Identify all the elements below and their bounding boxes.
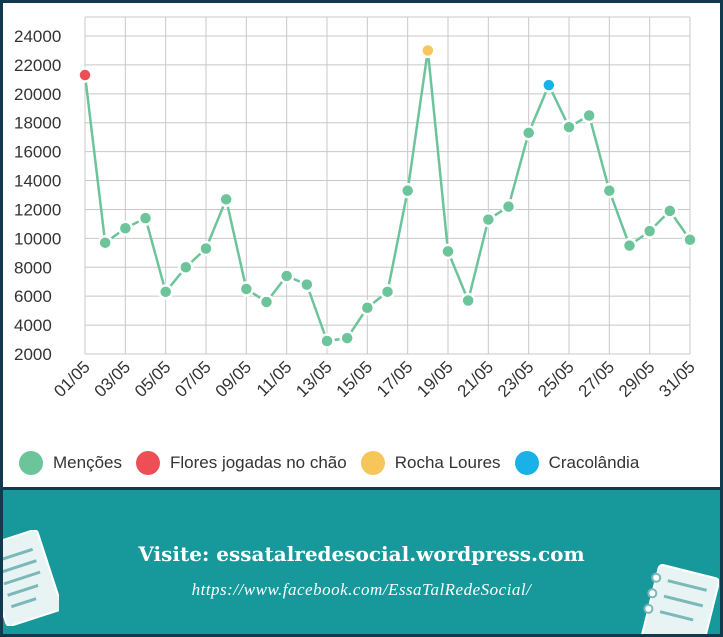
data-point [460,292,476,309]
y-tick-label: 24000 [14,27,61,46]
x-tick-label: 21/05 [454,357,498,401]
y-tick-label: 14000 [14,172,61,191]
footer-banner: Visite: essatalredesocial.wordpress.com … [3,487,720,634]
data-point [662,203,678,219]
data-point [500,198,517,215]
legend-dot-mencoes [19,451,43,475]
highlight-point [77,67,93,83]
data-point [258,294,275,310]
legend-label-cracolandia: Cracolândia [548,453,640,472]
y-tick-label: 2000 [14,345,52,364]
x-tick-label: 03/05 [91,357,135,401]
data-point [157,284,174,300]
x-tick-label: 29/05 [615,357,659,401]
data-point [278,268,295,284]
data-point [399,182,416,199]
data-point [581,107,597,124]
x-tick-label: 19/05 [413,357,457,401]
y-tick-label: 4000 [14,316,52,335]
x-tick-label: 27/05 [575,357,619,401]
x-tick-label: 17/05 [373,357,417,401]
line-chart: 2000 4000 6000 8000 10000 12000 14000 16000 1800… [14,16,699,401]
data-point [601,182,618,199]
chart-panel: 2000 4000 6000 8000 10000 12000 14000 16000 1800… [3,3,720,486]
data-point [137,210,154,226]
data-point [178,259,194,276]
highlight-point [541,77,557,93]
y-tick-label: 12000 [14,200,61,219]
data-point [218,191,234,208]
footer-visit-text[interactable]: Visite: essatalredesocial.wordpress.com [138,542,585,566]
highlight-point [420,42,436,59]
legend-dot-cracolandia [514,451,539,475]
data-point [621,237,638,254]
data-point [117,220,134,236]
x-tick-label: 23/05 [494,357,538,401]
data-point [641,223,658,239]
y-tick-label: 6000 [14,287,52,306]
data-point [480,211,497,228]
y-tick-label: 16000 [14,143,61,162]
x-tick-label: 07/05 [171,357,215,401]
data-point [319,333,335,349]
legend-label-rocha-loures: Rocha Loures [394,453,501,472]
data-point [440,243,456,260]
data-point [561,119,577,135]
legend-item-mencoes: Menções [19,451,122,475]
legend-dot-rocha-loures [360,451,385,475]
x-tick-label: 05/05 [131,357,175,401]
y-tick-label: 8000 [14,258,52,277]
data-point [238,281,255,297]
document-icon-left [3,530,59,626]
data-point [97,234,113,251]
data-point [198,240,214,257]
x-tick-label: 15/05 [333,357,377,401]
y-tick-label: 20000 [14,85,61,104]
legend-item-flores: Flores jogadas no chão [135,451,347,475]
data-point [299,276,315,293]
x-tick-label: 01/05 [50,357,94,401]
legend-label-flores: Flores jogadas no chão [169,453,347,472]
y-tick-label: 18000 [14,114,61,133]
legend-item-rocha-loures: Rocha Loures [360,451,501,475]
chart-legend: Menções Flores jogadas no chão Rocha Lou… [19,449,653,477]
legend-item-cracolandia: Cracolândia [514,451,640,475]
footer-facebook-link[interactable]: https://www.facebook.com/EssaTalRedeSoci… [191,580,532,599]
x-tick-label: 25/05 [534,357,578,401]
legend-label-mencoes: Menções [53,453,122,472]
data-point [379,284,396,300]
y-tick-label: 22000 [14,56,61,75]
data-point [682,232,698,248]
y-tick-label: 10000 [14,229,61,248]
notepad-icon-right [640,564,719,634]
x-tick-label: 09/05 [212,357,256,401]
x-tick-label: 13/05 [292,357,336,401]
data-point [339,330,355,346]
data-point [359,299,376,316]
legend-dot-flores [135,451,160,475]
x-tick-label: 11/05 [253,357,296,400]
data-point [520,125,537,141]
x-tick-label: 31/05 [655,357,699,401]
